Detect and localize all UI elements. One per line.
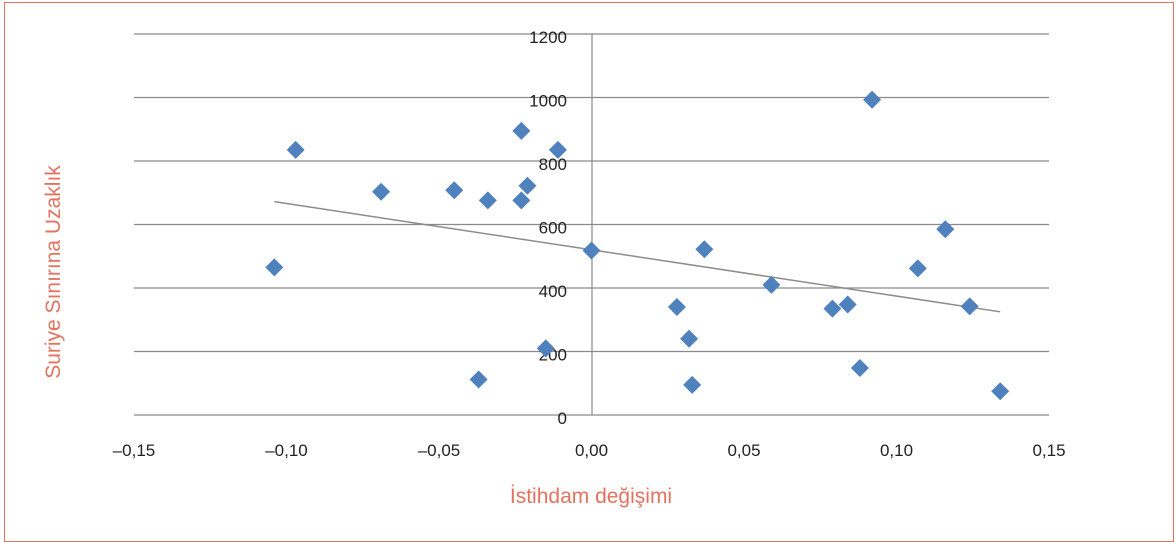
data-points: [265, 90, 1010, 401]
data-point: [286, 140, 305, 159]
data-point: [683, 375, 702, 394]
data-point: [512, 191, 531, 210]
trendline: [274, 200, 1001, 313]
y-axis-title: Suriye Sınırına Uzaklık: [42, 165, 65, 379]
data-point: [445, 181, 464, 200]
x-tick-label: –0,05: [418, 441, 461, 460]
x-tick-label: –0,15: [113, 441, 156, 460]
x-tick-label: 0,00: [575, 441, 608, 460]
x-tick-label: –0,10: [265, 441, 308, 460]
x-tick-label: 0,15: [1032, 441, 1065, 460]
data-point: [548, 140, 567, 159]
data-point: [695, 240, 714, 259]
data-point: [372, 182, 391, 201]
data-point: [850, 359, 869, 378]
data-point: [667, 298, 686, 317]
data-point: [960, 297, 979, 316]
data-point: [469, 370, 488, 389]
data-point: [582, 241, 601, 260]
y-tick-label: 1000: [529, 92, 567, 111]
trendline-group: [274, 200, 1001, 313]
x-tick-labels: –0,15 –0,10 –0,05 0,00 0,05 0,10 0,15: [113, 441, 1066, 460]
data-point: [823, 299, 842, 318]
y-tick-label: 1200: [529, 28, 567, 47]
x-tick-label: 0,10: [880, 441, 913, 460]
data-point: [908, 259, 927, 278]
y-tick-label: 800: [539, 155, 567, 174]
y-tick-label: 0: [558, 409, 567, 428]
data-point: [518, 176, 537, 195]
data-point: [512, 121, 531, 140]
data-point: [265, 258, 284, 277]
x-tick-label: 0,05: [727, 441, 760, 460]
x-axis-title: İstihdam değişimi: [510, 485, 672, 508]
data-point: [762, 275, 781, 294]
data-point: [478, 191, 497, 210]
data-point: [863, 90, 882, 109]
gridlines: [134, 33, 1049, 416]
y-tick-label: 600: [539, 219, 567, 238]
y-tick-label: 400: [539, 282, 567, 301]
data-point: [936, 220, 955, 239]
data-point: [838, 295, 857, 314]
data-point: [991, 382, 1010, 401]
data-point: [680, 329, 699, 348]
data-point: [536, 339, 555, 358]
